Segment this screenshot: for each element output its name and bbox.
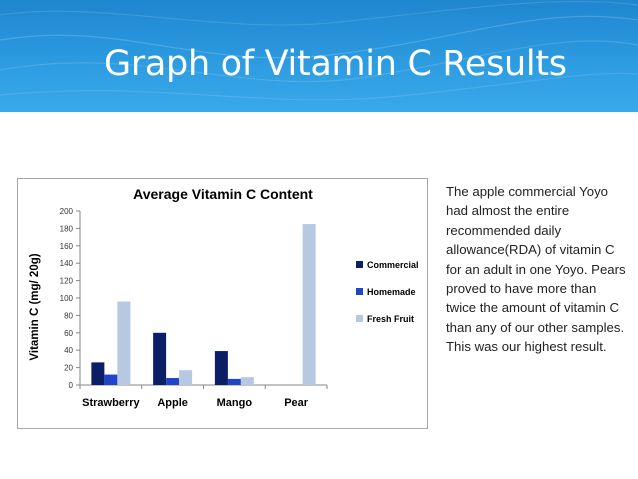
bar-commercial: [91, 362, 105, 385]
legend-label: Homemade: [367, 287, 416, 297]
slide-body-text: The apple commercial Yoyo had almost the…: [446, 184, 626, 355]
slide-title: Graph of Vitamin C Results: [104, 44, 567, 84]
vitamin-c-bar-chart: Average Vitamin C Content Vitamin C (mg/…: [29, 186, 419, 409]
y-tick-label: 80: [64, 311, 73, 320]
slide-header: Graph of Vitamin C Results: [0, 0, 638, 112]
bar-homemade: [227, 378, 241, 385]
legend-label: Fresh Fruit: [367, 314, 414, 324]
x-category-label: Strawberry: [82, 397, 140, 409]
y-tick-label: 100: [60, 294, 74, 303]
y-tick-label: 120: [60, 277, 74, 286]
x-category-label: Pear: [284, 397, 309, 409]
y-tick-label: 160: [60, 242, 74, 251]
y-tick-label: 200: [60, 207, 74, 216]
y-tick-label: 180: [60, 224, 74, 233]
legend-label: Commercial: [367, 260, 419, 270]
chart-axes: [79, 211, 327, 386]
legend-swatch: [356, 261, 363, 268]
bar-fresh-fruit: [240, 377, 254, 385]
y-tick-label: 0: [69, 381, 74, 390]
y-tick-label: 140: [60, 259, 74, 268]
y-tick-label: 60: [64, 329, 73, 338]
y-axis-label: Vitamin C (mg/ 20g): [29, 253, 41, 360]
bar-commercial: [214, 351, 228, 385]
x-category-label: Apple: [157, 397, 188, 409]
bar-commercial: [153, 332, 167, 385]
bar-homemade: [166, 378, 180, 385]
bar-homemade: [104, 374, 118, 385]
chart-bars: [91, 224, 316, 385]
y-tick-label: 40: [64, 346, 73, 355]
chart-legend: Commercial Homemade Fresh Fruit: [356, 260, 419, 324]
legend-swatch: [356, 288, 363, 295]
bar-fresh-fruit: [117, 301, 131, 385]
chart-ticks: 0 20 40 60 80 100 120 140 160 180 200 Strawberry App…: [60, 207, 328, 409]
y-tick-label: 20: [64, 364, 73, 373]
header-wave-decoration: [0, 0, 638, 101]
bar-fresh-fruit: [302, 224, 316, 385]
legend-swatch: [356, 315, 363, 322]
chart-container: Average Vitamin C Content Vitamin C (mg/…: [17, 178, 428, 429]
bar-fresh-fruit: [179, 370, 193, 385]
x-category-label: Mango: [217, 397, 253, 409]
chart-title: Average Vitamin C Content: [133, 186, 313, 202]
